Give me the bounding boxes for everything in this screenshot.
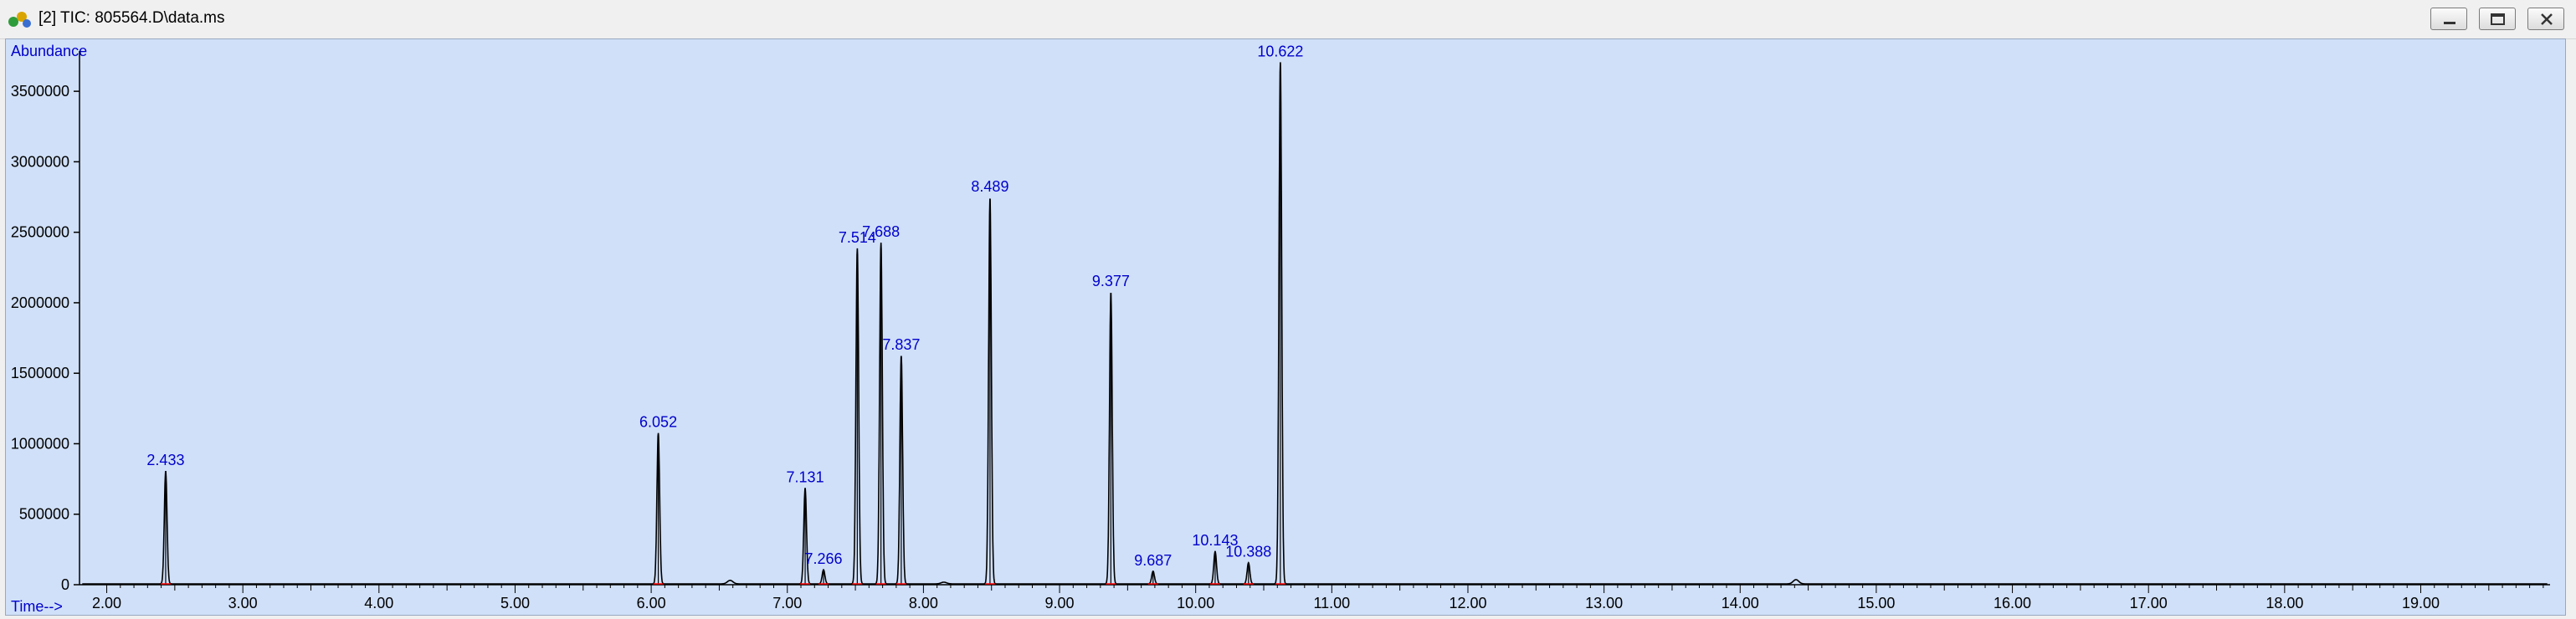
x-tick-label: 5.00 (500, 595, 530, 611)
peak-label: 7.514 (839, 229, 876, 246)
y-tick-label: 0 (61, 576, 69, 593)
x-axis-label: Time--> (11, 598, 63, 615)
x-tick-label: 6.00 (637, 595, 666, 611)
peak-label: 9.377 (1092, 273, 1130, 289)
peak-label: 9.687 (1134, 552, 1172, 569)
x-tick-label: 8.00 (909, 595, 938, 611)
plot-area[interactable]: Abundance Time--> 0 500000 1000000 1500000 2… (5, 38, 2566, 616)
x-tick-label: 14.00 (1722, 595, 1759, 611)
x-tick-label: 16.00 (1994, 595, 2031, 611)
x-tick-label: 7.00 (772, 595, 802, 611)
y-tick-label: 2000000 (11, 294, 69, 311)
tic-trace-line (82, 62, 2548, 585)
x-tick-label: 12.00 (1449, 595, 1486, 611)
peak-label: 6.052 (639, 414, 677, 431)
peak-label: 10.143 (1192, 532, 1238, 549)
x-tick-label: 3.00 (228, 595, 258, 611)
peak-label: 7.266 (804, 550, 842, 567)
y-tick-label: 3500000 (11, 83, 69, 100)
maximize-button[interactable] (2479, 8, 2516, 30)
y-axis-label: Abundance (11, 43, 87, 59)
x-tick-label: 2.00 (92, 595, 121, 611)
peak-label: 8.489 (971, 178, 1008, 195)
x-tick-label: 13.00 (1585, 595, 1623, 611)
y-tick-label: 1500000 (11, 365, 69, 381)
title-bar[interactable]: [2] TIC: 805564.D\data.ms (0, 0, 2576, 39)
minimize-icon (2444, 22, 2455, 24)
x-tick-label: 11.00 (1313, 595, 1350, 611)
x-tick-label: 17.00 (2130, 595, 2168, 611)
chemstation-app-icon[interactable] (7, 8, 33, 30)
restore-icon (2491, 13, 2505, 25)
y-tick-label: 1000000 (11, 435, 69, 452)
peak-label: 7.131 (787, 468, 824, 485)
peak-label: 7.688 (862, 223, 900, 240)
close-button[interactable] (2527, 8, 2564, 30)
x-tick-label: 4.00 (364, 595, 393, 611)
y-tick-label: 500000 (19, 506, 69, 523)
x-tick-label: 10.00 (1177, 595, 1214, 611)
peak-label: 2.433 (146, 452, 184, 468)
tic-chromatogram-chart[interactable]: Abundance Time--> 0 500000 1000000 1500000 2… (6, 39, 2565, 615)
y-tick-label: 2500000 (11, 224, 69, 241)
minimize-button[interactable] (2430, 8, 2467, 30)
x-tick-label: 9.00 (1045, 595, 1075, 611)
y-tick-label: 3000000 (11, 153, 69, 170)
x-tick-label: 18.00 (2266, 595, 2303, 611)
peak-label: 10.388 (1225, 544, 1271, 560)
close-icon (2541, 13, 2553, 25)
peak-label: 7.837 (882, 336, 920, 353)
x-tick-label: 15.00 (1857, 595, 1895, 611)
peak-label: 10.622 (1257, 43, 1303, 59)
window-title: [2] TIC: 805564.D\data.ms (38, 9, 225, 27)
x-tick-label: 19.00 (2402, 595, 2440, 611)
